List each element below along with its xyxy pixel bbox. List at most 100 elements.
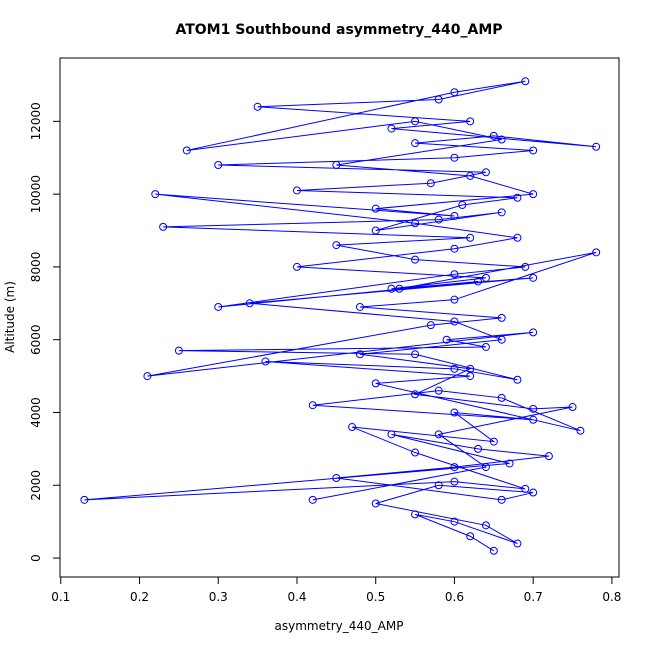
data-point [434,430,443,439]
data-point [261,357,270,366]
data-point [332,241,341,250]
data-point [474,444,483,453]
data-point [505,459,514,468]
data-point [182,146,191,155]
y-tick-label: 10000 [29,175,43,213]
data-point [371,204,380,213]
data-point [450,477,459,486]
data-point [466,233,475,242]
data-point [513,233,522,242]
data-point [387,124,396,133]
y-tick-label: 6000 [29,324,43,355]
data-point [371,379,380,388]
data-point [387,284,396,293]
data-point [481,168,490,177]
data-point [395,284,404,293]
y-axis-label: Altitude (m) [3,281,17,353]
data-point [497,495,506,504]
data-point [481,273,490,282]
x-tick-label: 0.4 [287,590,306,604]
x-tick-label: 0.7 [524,590,543,604]
data-point [521,77,530,86]
y-tick-label: 12000 [29,102,43,140]
data-point [442,335,451,344]
data-point [245,299,254,308]
data-point [489,546,498,555]
data-point [450,364,459,373]
data-point [214,302,223,311]
data-point [450,211,459,220]
data-point [308,401,317,410]
data-point [450,270,459,279]
data-point [292,262,301,271]
data-point [521,484,530,493]
data-point [434,386,443,395]
data-point [355,350,364,359]
data-point [489,437,498,446]
data-point [529,404,538,413]
data-point [434,95,443,104]
data-point [426,321,435,330]
data-point [292,186,301,195]
x-axis-label: asymmetry_440_AMP [275,619,404,633]
data-point [592,248,601,257]
data-point [411,350,420,359]
data-point [481,342,490,351]
data-point [529,273,538,282]
x-tick-label: 0.8 [602,590,621,604]
data-point [497,135,506,144]
data-point [592,142,601,151]
data-point [253,102,262,111]
data-point [481,463,490,472]
y-tick-label: 4000 [29,397,43,428]
data-line [84,80,597,552]
data-point [450,88,459,97]
data-point [450,295,459,304]
data-point [348,423,357,432]
data-point [474,277,483,286]
data-point [466,532,475,541]
data-point [371,226,380,235]
data-point [411,390,420,399]
x-tick-label: 0.2 [130,590,149,604]
data-point [332,161,341,170]
data-point [371,499,380,508]
x-tick-label: 0.6 [445,590,464,604]
data-point [497,393,506,402]
data-point [387,430,396,439]
data-point [497,313,506,322]
data-point [458,201,467,210]
data-point [497,335,506,344]
data-point [151,190,160,199]
data-point [450,517,459,526]
data-point [529,415,538,424]
data-point [466,364,475,373]
data-point [411,117,420,126]
plot-frame [59,57,620,578]
data-point [529,488,538,497]
x-tick-label: 0.3 [209,590,228,604]
data-point [411,219,420,228]
data-point [450,244,459,253]
data-point [411,255,420,264]
data-point [466,117,475,126]
data-point [489,131,498,140]
y-tick-label: 8000 [29,252,43,283]
data-point [411,139,420,148]
data-point [80,495,89,504]
data-point [513,539,522,548]
chart-title: ATOM1 Southbound asymmetry_440_AMP [175,22,502,38]
data-point [466,171,475,180]
data-point [434,481,443,490]
x-tick-label: 0.5 [366,590,385,604]
data-point [529,328,538,337]
data-point [513,375,522,384]
data-point [434,215,443,224]
data-point [450,408,459,417]
data-point [513,193,522,202]
data-point [497,208,506,217]
data-point [529,146,538,155]
data-point [159,222,168,231]
data-point [426,179,435,188]
